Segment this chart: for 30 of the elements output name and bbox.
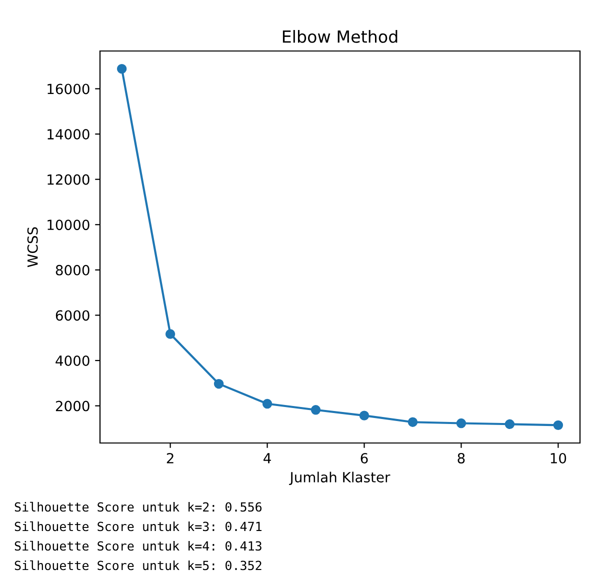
y-tick-label: 10000: [48, 220, 90, 230]
text: Silhouette Score untuk k=2: 0.556: [14, 502, 262, 512]
x-tick-label: 2: [166, 452, 174, 464]
y-tick-label: 6000: [56, 310, 90, 321]
point: [553, 420, 564, 430]
chart-title: Elbow Method: [282, 30, 398, 43]
y-tick-label: 2000: [56, 400, 90, 412]
point: [456, 418, 466, 428]
x-tick-label: 10: [550, 452, 566, 464]
x-axis-title: Jumlah Klaster: [289, 472, 390, 486]
y-tick-label: 16000: [48, 84, 90, 94]
y-tick-label: 8000: [56, 264, 90, 276]
y-axis-title: WCSS: [27, 227, 38, 268]
y-tick-label: 12000: [48, 174, 90, 185]
point: [214, 378, 224, 389]
x-tick-label: 4: [264, 453, 271, 464]
text: Silhouette Score untuk k=3: 0.471: [14, 521, 262, 532]
point: [359, 410, 370, 420]
point: [504, 419, 515, 430]
point: [116, 64, 127, 74]
text: Silhouette Score untuk k=4: 0.413: [14, 540, 262, 551]
point: [408, 417, 418, 427]
text: Silhouette Score untuk k=5: 0.352: [14, 560, 262, 570]
x-tick-label: 6: [360, 452, 368, 464]
point: [262, 398, 272, 409]
point: [310, 405, 321, 415]
y-tick-label: 4000: [56, 355, 90, 366]
y-tick-label: 14000: [48, 129, 90, 140]
x-tick-label: 8: [458, 452, 465, 464]
point: [165, 329, 176, 339]
